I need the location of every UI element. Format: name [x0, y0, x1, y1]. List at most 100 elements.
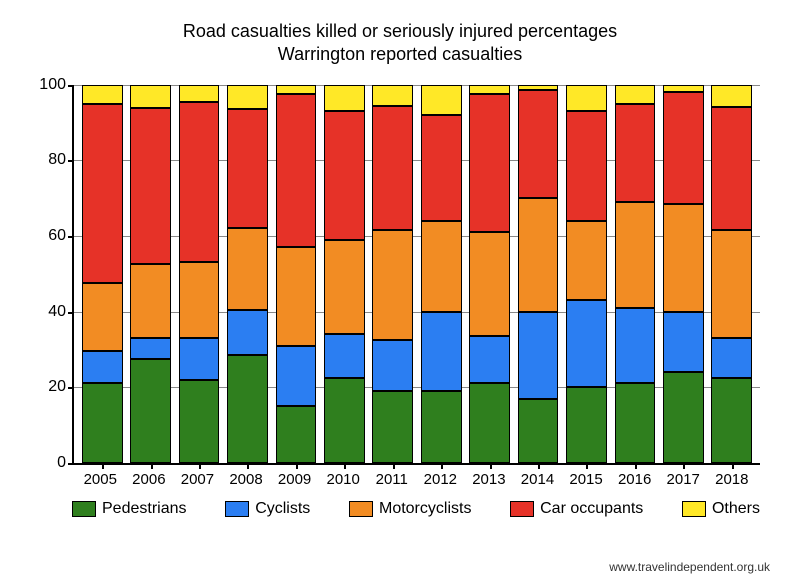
segment-motorcyclists	[421, 221, 462, 312]
segment-car-occupants	[469, 94, 510, 232]
x-tick-label: 2018	[708, 471, 757, 488]
segment-others	[663, 85, 704, 93]
segment-motorcyclists	[82, 283, 123, 351]
bar-2011	[372, 85, 413, 463]
segment-cyclists	[566, 300, 607, 387]
segment-motorcyclists	[566, 221, 607, 300]
bar-2007	[179, 85, 220, 463]
chart-title-line1: Road casualties killed or seriously inju…	[30, 20, 770, 43]
bar-2010	[324, 85, 365, 463]
segment-car-occupants	[82, 104, 123, 284]
x-tick-label: 2009	[270, 471, 319, 488]
segment-pedestrians	[372, 391, 413, 463]
segment-motorcyclists	[663, 204, 704, 312]
bar-slot	[78, 85, 126, 463]
y-tick-mark	[68, 160, 74, 162]
x-tick-mark	[102, 463, 104, 469]
bar-2005	[82, 85, 123, 463]
bar-2012	[421, 85, 462, 463]
segment-cyclists	[518, 312, 559, 399]
segment-car-occupants	[711, 107, 752, 230]
legend-label: Car occupants	[540, 500, 643, 518]
segment-others	[711, 85, 752, 108]
segment-cyclists	[179, 338, 220, 380]
x-tick-label: 2015	[562, 471, 611, 488]
y-tick-mark	[68, 463, 74, 465]
y-tick-mark	[68, 236, 74, 238]
segment-cyclists	[227, 310, 268, 355]
segment-cyclists	[372, 340, 413, 391]
segment-cyclists	[130, 338, 171, 359]
x-tick-mark	[344, 463, 346, 469]
legend-swatch	[682, 501, 706, 517]
legend-item-cyclists: Cyclists	[225, 500, 310, 518]
segment-car-occupants	[518, 90, 559, 198]
segment-pedestrians	[469, 383, 510, 462]
x-tick-label: 2011	[367, 471, 416, 488]
x-tick-mark	[635, 463, 637, 469]
segment-pedestrians	[324, 378, 365, 463]
bar-slot	[465, 85, 513, 463]
segment-motorcyclists	[324, 240, 365, 335]
segment-car-occupants	[663, 92, 704, 204]
bar-2008	[227, 85, 268, 463]
x-tick-label: 2007	[173, 471, 222, 488]
x-tick-mark	[247, 463, 249, 469]
x-tick-label: 2017	[659, 471, 708, 488]
legend-item-car-occupants: Car occupants	[510, 500, 643, 518]
legend-label: Motorcyclists	[379, 500, 471, 518]
legend-item-others: Others	[682, 500, 760, 518]
segment-motorcyclists	[711, 230, 752, 338]
legend-swatch	[349, 501, 373, 517]
bar-slot	[562, 85, 610, 463]
segment-car-occupants	[227, 109, 268, 228]
segment-car-occupants	[566, 111, 607, 221]
segment-others	[227, 85, 268, 110]
bar-2006	[130, 85, 171, 463]
segment-others	[82, 85, 123, 104]
x-tick-label: 2016	[610, 471, 659, 488]
y-tick-mark	[68, 85, 74, 87]
x-tick-mark	[732, 463, 734, 469]
segment-pedestrians	[82, 383, 123, 462]
segment-pedestrians	[276, 406, 317, 463]
x-tick-label: 2014	[513, 471, 562, 488]
x-tick-label: 2010	[319, 471, 368, 488]
x-tick-label: 2008	[222, 471, 271, 488]
segment-others	[130, 85, 171, 108]
bar-slot	[126, 85, 174, 463]
legend-label: Cyclists	[255, 500, 310, 518]
chart-title: Road casualties killed or seriously inju…	[30, 20, 770, 67]
segment-pedestrians	[663, 372, 704, 463]
segment-pedestrians	[615, 383, 656, 462]
legend-swatch	[225, 501, 249, 517]
bar-2009	[276, 85, 317, 463]
bar-slot	[320, 85, 368, 463]
bar-2017	[663, 85, 704, 463]
segment-pedestrians	[711, 378, 752, 463]
x-tick-mark	[490, 463, 492, 469]
segment-others	[566, 85, 607, 111]
segment-cyclists	[82, 351, 123, 383]
x-tick-mark	[199, 463, 201, 469]
x-tick-label: 2005	[76, 471, 125, 488]
x-tick-mark	[683, 463, 685, 469]
bar-slot	[272, 85, 320, 463]
x-tick-mark	[586, 463, 588, 469]
x-tick-mark	[296, 463, 298, 469]
x-tick-label: 2006	[125, 471, 174, 488]
legend-label: Pedestrians	[102, 500, 187, 518]
bar-slot	[369, 85, 417, 463]
legend-swatch	[72, 501, 96, 517]
x-tick-label: 2012	[416, 471, 465, 488]
segment-pedestrians	[566, 387, 607, 463]
segment-cyclists	[711, 338, 752, 378]
bar-slot	[223, 85, 271, 463]
x-tick-label: 2013	[465, 471, 514, 488]
bar-2013	[469, 85, 510, 463]
segment-others	[421, 85, 462, 115]
x-axis-labels: 2005200620072008200920102011201220132014…	[72, 465, 760, 488]
bar-slot	[659, 85, 707, 463]
segment-motorcyclists	[372, 230, 413, 340]
bar-2016	[615, 85, 656, 463]
